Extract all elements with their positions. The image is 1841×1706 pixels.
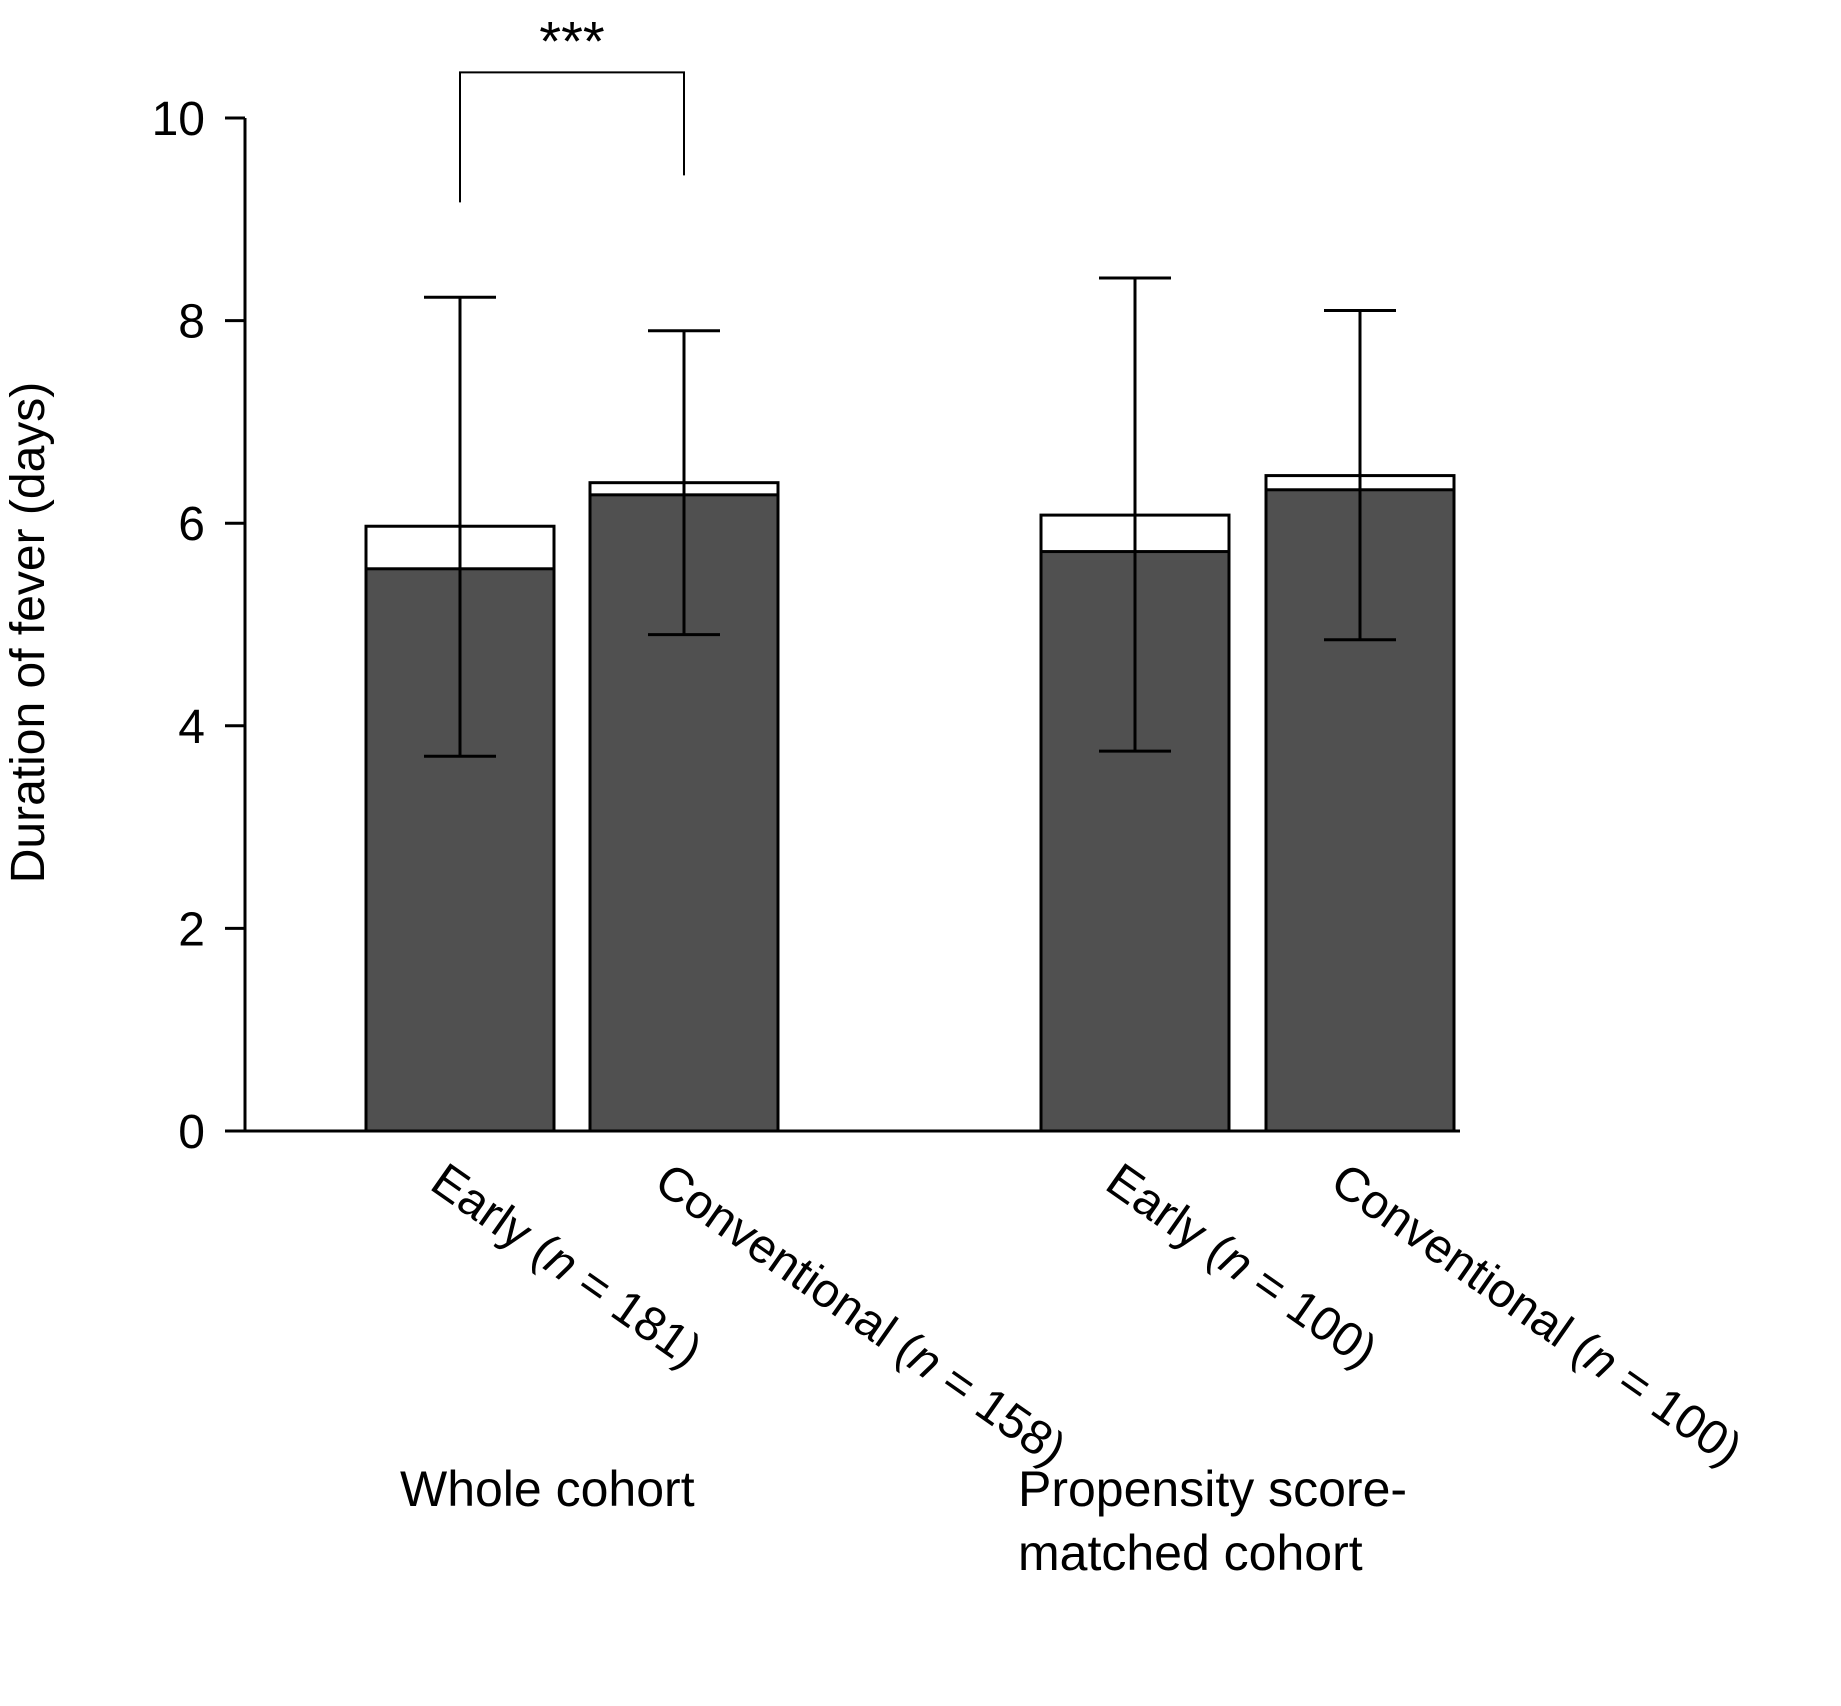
- bars: [364, 474, 1456, 1133]
- y-tick-label: 10: [152, 93, 205, 146]
- y-tick-label: 2: [178, 903, 205, 956]
- y-tick-label: 4: [178, 701, 205, 754]
- significance-annotation: ***: [459, 9, 685, 203]
- category-labels: Early (n = 181)Conventional (n = 158)Ear…: [400, 1154, 1751, 1581]
- group-label: Propensity score-matched cohort: [1018, 1461, 1407, 1581]
- category-label: Conventional (n = 100): [1322, 1154, 1751, 1477]
- axes: 0 2 4 6 8 10: [152, 93, 1460, 1159]
- significance-stars: ***: [539, 9, 604, 72]
- error-bars: [424, 276, 1396, 758]
- significance-bracket: [459, 71, 685, 203]
- y-tick-label: 0: [178, 1106, 205, 1159]
- category-label: Conventional (n = 158): [646, 1154, 1075, 1477]
- y-tick-label: 6: [178, 498, 205, 551]
- bar-median-segment: [588, 493, 780, 1133]
- y-tick-label: 8: [178, 296, 205, 349]
- group-label: Whole cohort: [400, 1461, 695, 1517]
- y-axis-label: Duration of fever (days): [2, 382, 55, 884]
